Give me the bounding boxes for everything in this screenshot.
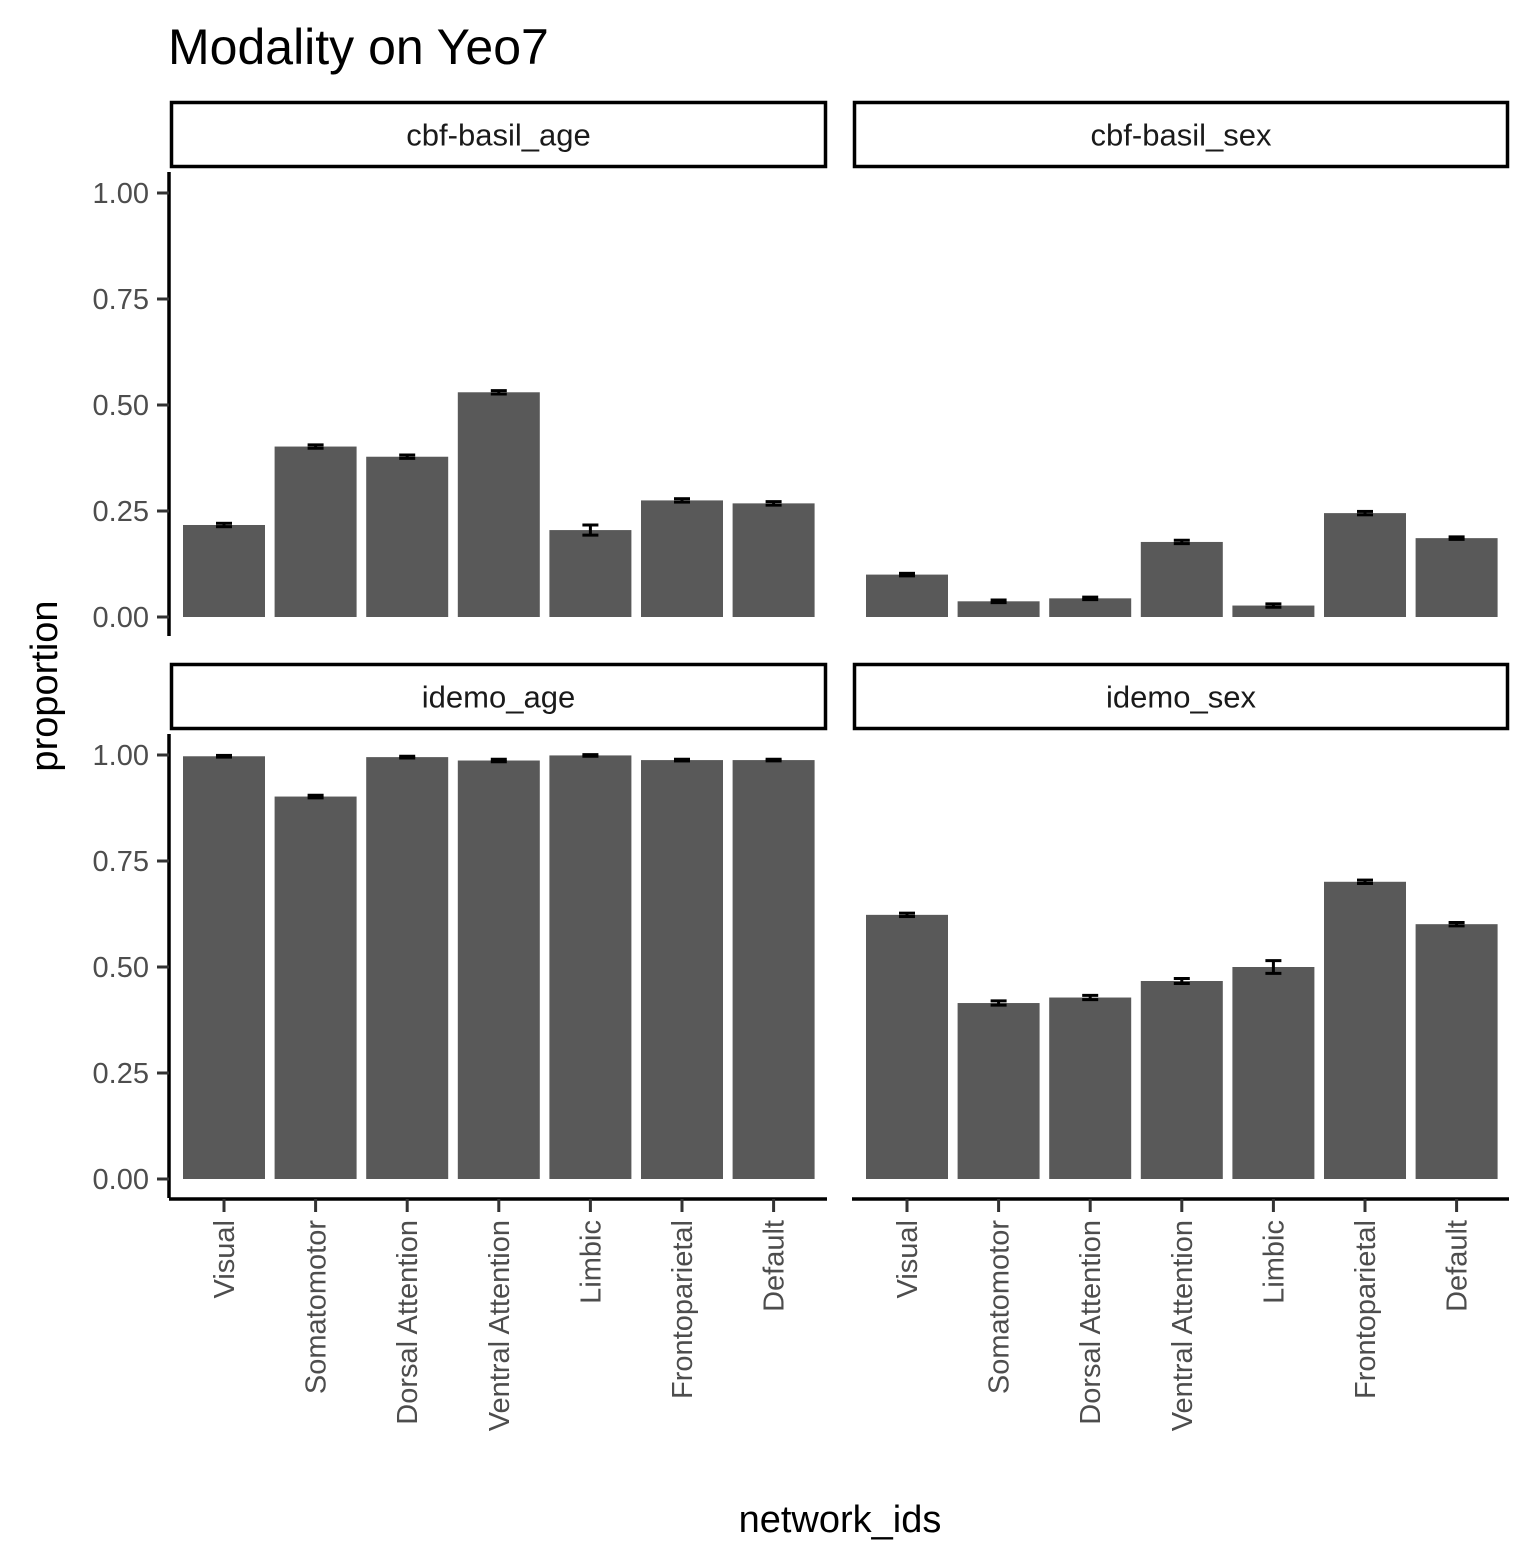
x-tick-label: Visual: [892, 1220, 924, 1298]
x-tick-label: Frontoparietal: [1350, 1220, 1382, 1399]
y-tick-label: 0.75: [93, 846, 149, 878]
bar-cbf-basil_age-0: [183, 524, 265, 617]
bar-idemo_sex-5: [1324, 881, 1406, 1179]
bar-idemo_age-4: [549, 755, 632, 1179]
y-tick-label: 0.00: [93, 602, 149, 634]
bar-cbf-basil_sex-2: [1049, 598, 1132, 617]
facet-panels: cbf-basil_age0.000.250.500.751.00cbf-bas…: [93, 100, 1510, 1431]
x-tick-label: Default: [759, 1220, 791, 1312]
chart-title: Modality on Yeo7: [168, 19, 549, 75]
bar-cbf-basil_sex-0: [866, 574, 948, 617]
bar-cbf-basil_age-5: [641, 500, 723, 617]
x-tick-label: Somatomotor: [301, 1220, 333, 1394]
x-tick-label: Visual: [209, 1220, 241, 1298]
facet-strip-label: cbf-basil_sex: [1091, 118, 1272, 153]
facet-strip-label: cbf-basil_age: [406, 118, 590, 153]
y-tick-label: 0.50: [93, 390, 149, 422]
facet-panel-cbf-basil_age: cbf-basil_age 0.00 0.25 0.50 0.75 1.00: [93, 100, 828, 636]
x-tick-label: Default: [1442, 1220, 1474, 1312]
bar-idemo_age-2: [366, 757, 449, 1179]
x-tick-label: Dorsal Attention: [1075, 1220, 1107, 1425]
x-tick-label: Frontoparietal: [667, 1220, 699, 1399]
bar-idemo_sex-3: [1140, 980, 1223, 1179]
bar-idemo_sex-6: [1415, 924, 1498, 1179]
bar-cbf-basil_age-1: [274, 446, 357, 617]
bar-cbf-basil_sex-4: [1232, 605, 1315, 617]
bar-idemo_age-1: [274, 796, 357, 1179]
bar-idemo_age-5: [641, 760, 723, 1179]
bar-idemo_age-3: [457, 760, 540, 1179]
bar-cbf-basil_sex-3: [1140, 541, 1223, 617]
bar-idemo_sex-4: [1232, 967, 1315, 1179]
facet-panel-idemo_sex: idemo_sex Visual Somatomotor Dorsal Attenti…: [852, 662, 1510, 1431]
bar-idemo_age-6: [732, 760, 815, 1179]
x-tick-label: Limbic: [1258, 1220, 1290, 1304]
x-tick-label: Dorsal Attention: [392, 1220, 424, 1425]
y-tick-label: 1.00: [93, 178, 149, 210]
bar-cbf-basil_age-2: [366, 456, 449, 617]
y-tick-label: 0.75: [93, 284, 149, 316]
x-tick-label: Somatomotor: [984, 1220, 1016, 1394]
bar-idemo_sex-0: [866, 914, 948, 1179]
x-tick-label: Ventral Attention: [484, 1220, 516, 1431]
x-tick-label: Ventral Attention: [1167, 1220, 1199, 1431]
facet-strip: [852, 662, 1510, 731]
bar-cbf-basil_age-6: [732, 503, 815, 617]
y-tick-label: 0.25: [93, 1058, 149, 1090]
y-tick-label: 1.00: [93, 740, 149, 772]
facet-panel-idemo_age: idemo_age 0.00 0.25 0.50 0.75 1.00 Visual Somat…: [93, 662, 828, 1431]
facet-panel-cbf-basil_sex: cbf-basil_sex: [852, 100, 1510, 617]
facet-strip: [169, 100, 828, 169]
y-tick-label: 0.50: [93, 952, 149, 984]
facet-strip-label: idemo_age: [422, 680, 575, 715]
y-axis-title: proportion: [24, 600, 66, 771]
bar-cbf-basil_age-4: [549, 530, 632, 617]
y-tick-label: 0.00: [93, 1164, 149, 1196]
y-tick-label: 0.25: [93, 496, 149, 528]
bar-idemo_sex-1: [957, 1003, 1040, 1179]
x-tick-label: Limbic: [575, 1220, 607, 1304]
bar-idemo_age-0: [183, 756, 265, 1179]
bar-cbf-basil_sex-6: [1415, 538, 1498, 617]
bar-cbf-basil_age-3: [457, 392, 540, 617]
facet-strip-label: idemo_sex: [1106, 680, 1256, 715]
x-axis-title: network_ids: [739, 1499, 942, 1541]
bar-cbf-basil_sex-1: [957, 601, 1040, 617]
bar-idemo_sex-2: [1049, 997, 1132, 1179]
bar-cbf-basil_sex-5: [1324, 513, 1406, 617]
facet-strip: [852, 100, 1510, 169]
facet-strip: [169, 662, 828, 731]
